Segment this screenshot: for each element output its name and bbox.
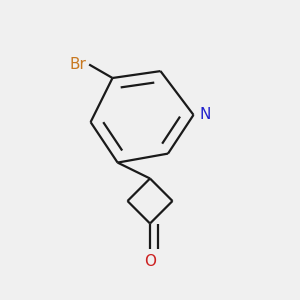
Text: O: O (144, 254, 156, 268)
Text: Br: Br (69, 57, 86, 72)
Text: N: N (200, 107, 211, 122)
